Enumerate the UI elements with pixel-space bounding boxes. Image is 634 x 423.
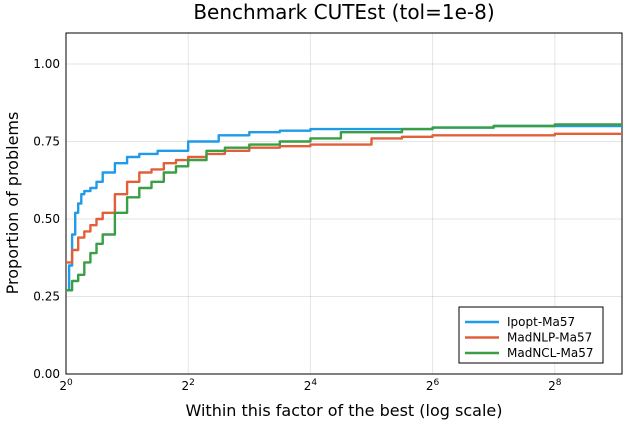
x-tick-label: 22 — [182, 378, 195, 393]
chart-title: Benchmark CUTEst (tol=1e-8) — [193, 0, 494, 24]
y-tick-label: 0.25 — [33, 290, 60, 304]
series-line-madncl-ma57 — [66, 123, 622, 292]
y-tick-label: 1.00 — [33, 57, 60, 71]
plot-frame — [65, 32, 623, 375]
legend-label: MadNCL-Ma57 — [507, 346, 593, 360]
y-tick-label: 0.75 — [33, 135, 60, 149]
x-tick-label: 26 — [426, 378, 440, 393]
x-tick-label: 20 — [59, 378, 73, 393]
x-tick-label: 24 — [304, 378, 318, 393]
legend-label: Ipopt-Ma57 — [507, 315, 575, 329]
x-axis-label: Within this factor of the best (log scal… — [186, 401, 503, 420]
x-tick-label: 28 — [548, 378, 562, 393]
y-tick-label: 0.00 — [33, 367, 60, 381]
legend-label: MadNLP-Ma57 — [507, 331, 592, 345]
axis-ticks: 20 22 24 26 28 0.00 0.25 0.50 0.75 1.00 — [33, 57, 561, 393]
y-axis-label: Proportion of problems — [3, 112, 22, 295]
series-line-ipopt-ma57 — [66, 124, 622, 292]
series-line-madnlp-ma57 — [66, 132, 622, 264]
y-tick-label: 0.50 — [33, 212, 60, 226]
series-lines — [66, 123, 622, 292]
